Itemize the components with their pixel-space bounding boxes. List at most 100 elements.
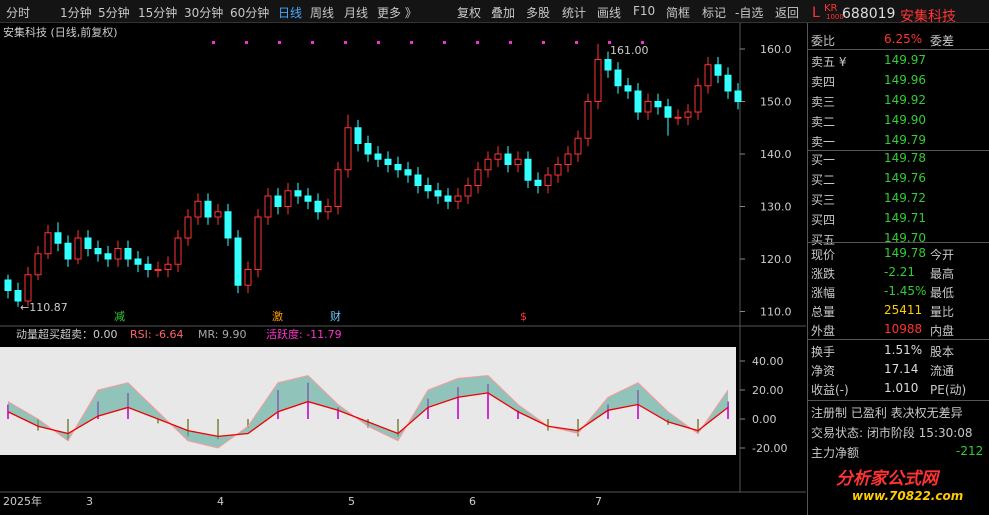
dot xyxy=(377,41,380,44)
tab[interactable]: 5分钟 xyxy=(98,6,130,20)
candle-body xyxy=(294,190,302,197)
quote-panel: L KR 1000 688019 安集科技 委比 6.25% 委差 卖五 ¥ 149.97 卖四 14… xyxy=(807,3,989,515)
dot xyxy=(476,41,479,44)
candle-body xyxy=(514,158,522,165)
field-value: 17.14 xyxy=(884,362,919,376)
candle-body xyxy=(464,185,472,197)
candle-body xyxy=(714,64,722,76)
candle-body xyxy=(624,85,632,92)
field-value: 149.78 xyxy=(884,246,926,260)
candle-body xyxy=(524,158,532,181)
tool-button[interactable]: 标记 xyxy=(702,6,727,20)
tab[interactable]: 日线 xyxy=(278,6,303,20)
tab[interactable]: 周线 xyxy=(310,6,335,20)
y-tick-label: 160.0 xyxy=(760,43,792,56)
candle-body xyxy=(554,164,562,176)
candle-body xyxy=(64,242,72,260)
candle-body xyxy=(604,59,612,71)
event-marker: $ xyxy=(520,310,527,323)
field-value: 149.78 xyxy=(884,151,926,165)
field-label: 卖五 ¥ xyxy=(811,55,847,69)
field-label: 净资 xyxy=(811,364,836,378)
field-value: 149.79 xyxy=(884,133,926,147)
field-label: 总量 xyxy=(811,305,836,319)
candle-body xyxy=(574,137,582,155)
x-tick-label: 2025年 xyxy=(3,494,42,508)
field-value: 149.92 xyxy=(884,93,926,107)
tool-button[interactable]: 叠加 xyxy=(491,6,516,20)
indicator-header: 活跃度: -11.79 xyxy=(266,327,342,341)
field-label: 股本 xyxy=(930,345,955,359)
candle-body xyxy=(264,195,272,218)
candle-body xyxy=(184,216,192,239)
candle-body xyxy=(484,158,492,171)
histogram-bar xyxy=(337,407,339,419)
histogram-bar xyxy=(517,410,519,419)
pink-line xyxy=(7,374,729,449)
candle-body xyxy=(694,85,702,113)
candle-body xyxy=(4,279,12,291)
field-label: PE(动) xyxy=(930,383,967,397)
candle-body xyxy=(154,269,162,271)
field-label: 委比 xyxy=(811,34,836,48)
field-value: 6.25% xyxy=(884,32,923,46)
field-label: 委差 xyxy=(930,34,955,48)
candle-body xyxy=(214,211,222,218)
candle-body xyxy=(94,248,102,255)
toolbar: 分时 1分钟 5分钟 15分钟 30分钟 60分钟 日线 周线 月线 更多 》 复权 叠加 多股 统计 画线… xyxy=(0,0,989,23)
field-label: 现价 xyxy=(811,248,836,262)
field-value: 1.010 xyxy=(884,381,919,395)
tab[interactable]: 30分钟 xyxy=(184,6,224,20)
candle-body xyxy=(594,59,602,102)
quote-prefix: L xyxy=(812,5,820,21)
candle-body xyxy=(504,153,512,165)
field-label: 流通 xyxy=(930,364,955,378)
x-tick-label: 4 xyxy=(217,495,224,508)
tab[interactable]: 更多 》 xyxy=(377,6,417,20)
field-label: 内盘 xyxy=(930,324,955,338)
tab[interactable]: 1分钟 xyxy=(60,6,92,20)
tab[interactable]: 60分钟 xyxy=(230,6,270,20)
histogram-bar xyxy=(397,419,399,437)
status: 交易状态: 闭市阶段 15:30:08 xyxy=(811,426,973,440)
field-label: 最低 xyxy=(930,286,955,300)
candle-body xyxy=(114,248,122,260)
x-tick-label: 7 xyxy=(595,495,602,508)
tab[interactable]: 分时 xyxy=(6,6,31,20)
candle-body xyxy=(674,116,682,119)
sep xyxy=(808,150,989,151)
dot xyxy=(344,41,347,44)
tool-button[interactable]: 复权 xyxy=(457,6,482,20)
tool-button[interactable]: 简框 xyxy=(666,6,691,20)
tool-button[interactable]: 画线 xyxy=(597,6,622,20)
tab[interactable]: 月线 xyxy=(344,6,369,20)
candle-body xyxy=(704,64,712,87)
indicator-header: 动量超买超卖：0.00 xyxy=(16,327,118,341)
chart: 安集科技 (日线,前复权) 110.0 120.0 130.0 140.0 150.0 16… xyxy=(0,23,806,508)
tool-button[interactable]: -自选 xyxy=(735,6,764,20)
tool-button[interactable]: F10 xyxy=(633,4,656,18)
tool-button[interactable]: 返回 xyxy=(775,6,800,20)
candle-body xyxy=(374,153,382,160)
x-tick-label: 3 xyxy=(86,495,93,508)
x-tick-label: 5 xyxy=(348,495,355,508)
tool-button[interactable]: 统计 xyxy=(562,6,587,20)
candle-body xyxy=(74,237,82,260)
tab[interactable]: 15分钟 xyxy=(138,6,178,20)
candle-body xyxy=(434,190,442,197)
tool-button[interactable]: 多股 xyxy=(526,6,551,20)
dot xyxy=(575,41,578,44)
field-label: 收益(-) xyxy=(811,383,849,397)
candle-body xyxy=(324,206,332,213)
candle-body xyxy=(164,263,172,270)
candle-body xyxy=(724,74,732,92)
candle-body xyxy=(544,174,552,186)
candle-body xyxy=(304,195,312,202)
field-label: 最高 xyxy=(930,267,955,281)
y-tick-label: -20.00 xyxy=(752,442,787,455)
high-label: 161.00 xyxy=(610,44,649,57)
histogram-bar xyxy=(157,419,159,424)
field-label: 换手 xyxy=(811,345,836,359)
dot xyxy=(311,41,314,44)
